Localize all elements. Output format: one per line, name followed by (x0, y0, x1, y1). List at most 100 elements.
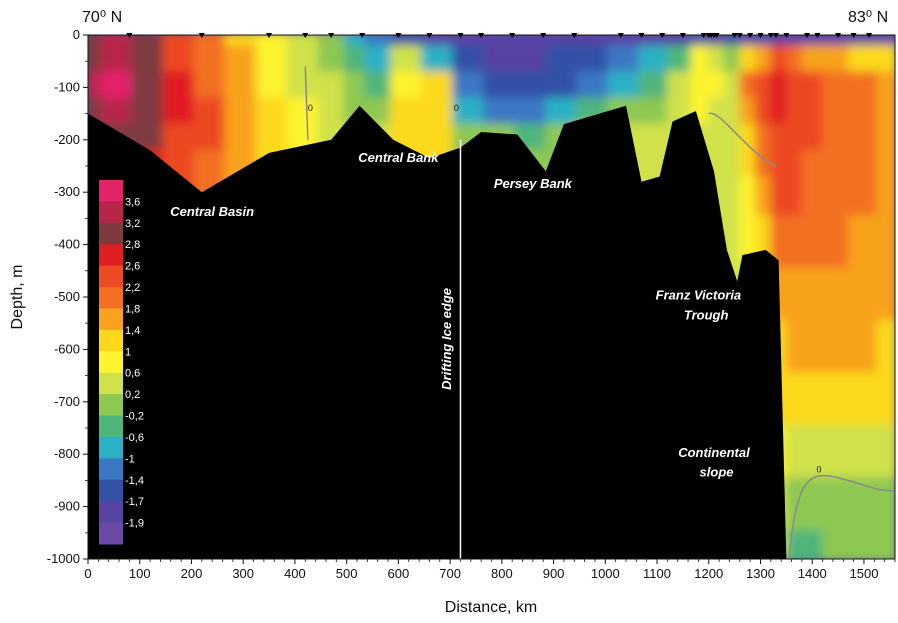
legend-label: -0,2 (125, 411, 144, 423)
latitude-label-left: 70⁰ N (82, 9, 122, 26)
x-tick-label: 300 (232, 566, 254, 581)
temperature-cell (876, 149, 895, 183)
station-marker (571, 33, 578, 38)
x-tick-label: 600 (388, 566, 410, 581)
annotation-label: Trough (684, 308, 729, 323)
y-tick-label: -200 (54, 132, 80, 147)
station-marker (700, 33, 707, 38)
annotations: 0 0 0 Central Basin Central Bank Persey Bank D… (170, 103, 821, 480)
annotation-label: slope (700, 465, 734, 480)
station-marker (731, 33, 738, 38)
legend-swatch (99, 372, 123, 395)
axes: 0 100 200 300 400 500 600 700 800 900 1000 1100 1200… (47, 27, 896, 581)
station-marker (638, 33, 645, 38)
x-tick-label: 1100 (643, 566, 671, 581)
contour-lines (304, 66, 895, 559)
contour-line (304, 66, 309, 140)
legend-label: 2,8 (125, 239, 140, 251)
legend-swatch (99, 308, 123, 331)
legend-label: -1,9 (125, 518, 144, 530)
annotation-label: Continental (678, 445, 750, 460)
x-tick-label: 100 (129, 566, 151, 581)
temperature-cell (876, 215, 895, 274)
legend-swatch (99, 522, 123, 545)
station-marker (266, 33, 273, 38)
station-marker (783, 33, 790, 38)
annotation-label: Central Basin (170, 204, 254, 219)
station-marker (850, 33, 857, 38)
temperature-cell (876, 176, 895, 222)
contour-label: 0 (454, 103, 459, 113)
y-tick-label: -100 (54, 79, 80, 94)
temperature-cell (876, 97, 895, 130)
temperature-cell (876, 45, 895, 78)
station-marker (736, 33, 743, 38)
station-marker (767, 33, 774, 38)
station-marker (804, 33, 811, 38)
legend-swatch (99, 201, 123, 224)
legend-swatch (99, 394, 123, 417)
legend-label: -1,7 (125, 496, 144, 508)
legend-label: 1,8 (125, 303, 140, 315)
station-marker (757, 33, 764, 38)
latitude-label-right: 83⁰ N (848, 9, 888, 26)
temperature-cell (876, 372, 895, 431)
station-marker (713, 33, 720, 38)
station-marker (509, 33, 516, 38)
seabed-profile (88, 105, 895, 559)
station-marker (302, 33, 309, 38)
y-tick-label: -300 (54, 184, 80, 199)
station-marker (426, 33, 433, 38)
legend-label: -0,6 (125, 432, 144, 444)
contour-label: 0 (308, 103, 313, 113)
legend-swatch (99, 479, 123, 502)
legend-swatch (99, 265, 123, 288)
temperature-cell (876, 477, 895, 536)
x-tick-label: 500 (336, 566, 358, 581)
y-tick-label: -800 (54, 446, 80, 461)
legend-swatch (99, 222, 123, 245)
legend-label: 0,2 (125, 389, 140, 401)
legend-label: 1 (125, 346, 131, 358)
legend-swatch (99, 287, 123, 309)
station-marker (679, 33, 686, 38)
y-tick-label: -500 (54, 289, 80, 304)
legend-label: 2,2 (125, 282, 140, 294)
x-tick-label: 1400 (798, 566, 827, 581)
legend-swatch (99, 415, 123, 438)
station-marker (540, 33, 547, 38)
legend-label: 2,6 (125, 261, 140, 273)
station-marker (814, 33, 821, 38)
legend-label: 0,6 (125, 368, 140, 380)
y-axis-title: Depth, m (9, 265, 26, 330)
x-axis-title: Distance, km (445, 599, 537, 616)
annotation-label: Central Bank (358, 150, 439, 165)
station-marker (773, 33, 780, 38)
legend-label: 3,6 (125, 196, 140, 208)
station-marker (328, 33, 335, 38)
temperature-cell (876, 425, 895, 484)
seabed (88, 105, 895, 559)
x-tick-label: 1000 (591, 566, 620, 581)
x-tick-label: 1500 (850, 566, 879, 581)
temperature-cell (876, 123, 895, 156)
x-tick-label: 0 (84, 566, 91, 581)
station-marker (478, 33, 485, 38)
y-tick-label: -600 (54, 341, 80, 356)
legend-swatch (99, 244, 123, 267)
station-marker (395, 33, 402, 38)
legend-swatch (99, 329, 123, 352)
legend-label: 3,2 (125, 218, 140, 230)
x-tick-label: 1200 (694, 566, 723, 581)
station-marker (835, 33, 842, 38)
annotation-label: Persey Bank (494, 176, 573, 191)
temperature-cell (876, 529, 895, 559)
x-tick-label: 900 (543, 566, 565, 581)
x-tick-label: 700 (439, 566, 461, 581)
station-marker (198, 33, 205, 38)
station-marker (747, 33, 754, 38)
legend-swatch (99, 351, 123, 374)
x-tick-label: 200 (181, 566, 203, 581)
y-tick-label: -1000 (47, 551, 80, 566)
